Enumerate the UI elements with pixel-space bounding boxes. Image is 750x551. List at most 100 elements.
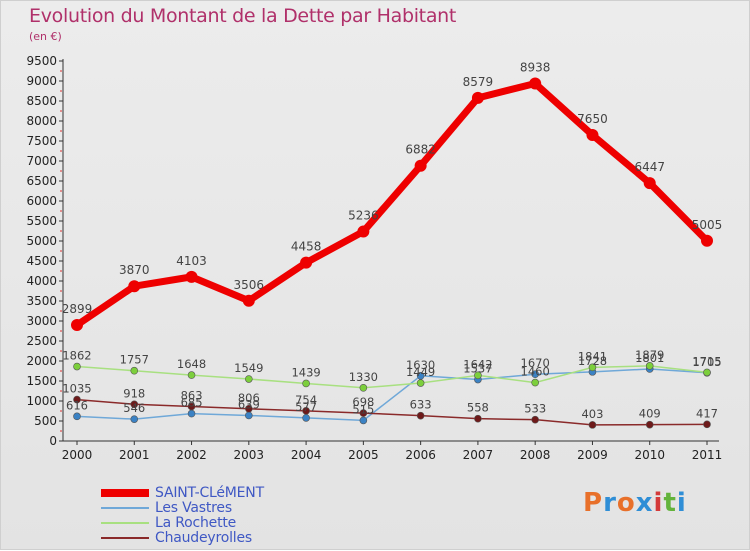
data-label: 8938 [520, 60, 551, 74]
data-point [359, 383, 368, 392]
legend-label: Chaudeyrolles [155, 529, 252, 546]
x-tick-label: 2003 [234, 448, 265, 462]
legend-item: Chaudeyrolles [101, 529, 264, 546]
legend-swatch [101, 506, 149, 509]
legend-swatch [101, 536, 149, 539]
proxiti-logo: Proxiti [583, 488, 687, 518]
data-point [185, 270, 198, 283]
data-point [302, 407, 310, 415]
data-label: 2899 [62, 302, 93, 316]
data-label: 1715 [692, 354, 721, 368]
data-point [359, 416, 368, 425]
data-point [529, 77, 542, 90]
data-point [73, 395, 81, 404]
x-tick-label: 2002 [176, 448, 207, 462]
x-tick-label: 2006 [405, 448, 436, 462]
chart-legend: SAINT-CLéMENT Les Vastres La Rochette Chaud… [101, 485, 264, 546]
chart-unit: (en €) [29, 30, 62, 43]
data-label: 1801 [635, 351, 664, 365]
data-point [474, 414, 482, 423]
data-label: 3870 [119, 263, 150, 277]
series-line-1 [76, 368, 708, 422]
data-point [245, 375, 253, 383]
x-tick-label: 2008 [520, 448, 551, 462]
data-label: 4103 [176, 254, 207, 268]
data-point [531, 415, 539, 424]
data-point [471, 91, 484, 104]
y-tick-label: 7500 [26, 134, 57, 148]
data-label: 1439 [291, 365, 320, 379]
data-point [73, 412, 81, 421]
logo-letter: P [583, 488, 604, 518]
data-label: 1537 [463, 362, 492, 376]
data-label: 533 [524, 402, 546, 416]
legend-label: Les Vastres [155, 499, 232, 516]
data-label: 1670 [521, 356, 550, 370]
y-tick-label: 500 [34, 414, 57, 428]
y-tick-label: 3000 [26, 314, 57, 328]
y-tick-label: 5500 [26, 214, 57, 228]
data-label: 6882 [405, 143, 436, 157]
y-tick-label: 6500 [26, 174, 57, 188]
series-line-3 [76, 398, 708, 426]
data-label: 1705 [692, 355, 721, 369]
data-label: 1630 [406, 358, 435, 372]
data-point [416, 379, 425, 387]
y-tick-label: 4500 [26, 254, 57, 268]
legend-swatch [101, 488, 149, 497]
logo-letter: i [676, 488, 687, 518]
data-label: 1728 [578, 354, 607, 368]
data-point [245, 404, 253, 413]
data-point [474, 371, 482, 380]
data-point [531, 370, 539, 379]
y-tick-label: 2000 [26, 354, 57, 368]
x-tick-label: 2007 [463, 448, 494, 462]
y-tick-label: 6000 [26, 194, 57, 208]
data-point [71, 319, 83, 332]
y-tick-label: 7000 [26, 154, 57, 168]
data-point [645, 362, 654, 370]
data-point [130, 415, 139, 423]
data-point [302, 379, 310, 388]
logo-letter: i [653, 488, 664, 518]
data-point [357, 225, 370, 238]
data-point [187, 409, 196, 418]
data-point [245, 411, 253, 420]
legend-swatch [101, 521, 149, 524]
data-label: 806 [238, 391, 260, 405]
data-point [414, 159, 427, 172]
series-line-2 [76, 365, 708, 389]
data-point [130, 400, 139, 409]
data-label: 1035 [62, 382, 91, 396]
data-point [703, 420, 711, 429]
data-label: 633 [410, 398, 432, 412]
data-label: 7650 [577, 112, 608, 126]
data-label: 1757 [120, 353, 149, 367]
data-point [242, 294, 255, 307]
data-label: 1841 [578, 349, 607, 363]
data-label: 409 [639, 407, 661, 421]
data-label: 1648 [177, 357, 206, 371]
series-line-0 [73, 79, 711, 329]
data-label: 515 [352, 402, 374, 416]
logo-letter: r [603, 488, 617, 518]
legend-label: La Rochette [155, 514, 237, 531]
data-label: 5005 [692, 218, 723, 232]
data-label: 417 [696, 406, 718, 420]
logo-letter: t [663, 488, 677, 518]
y-tick-label: 8500 [26, 94, 57, 108]
data-point [416, 411, 425, 420]
data-point [643, 177, 656, 190]
y-tick-label: 1000 [26, 394, 57, 408]
x-tick-label: 2009 [577, 448, 608, 462]
data-point [645, 420, 654, 429]
data-label: 8579 [463, 75, 494, 89]
x-tick-label: 2000 [62, 448, 93, 462]
data-label: 639 [238, 397, 260, 411]
y-tick-label: 0 [49, 434, 57, 448]
data-point [531, 378, 539, 387]
data-label: 1330 [349, 370, 378, 384]
logo-letter: x [635, 488, 654, 518]
y-tick-label: 1500 [26, 374, 57, 388]
